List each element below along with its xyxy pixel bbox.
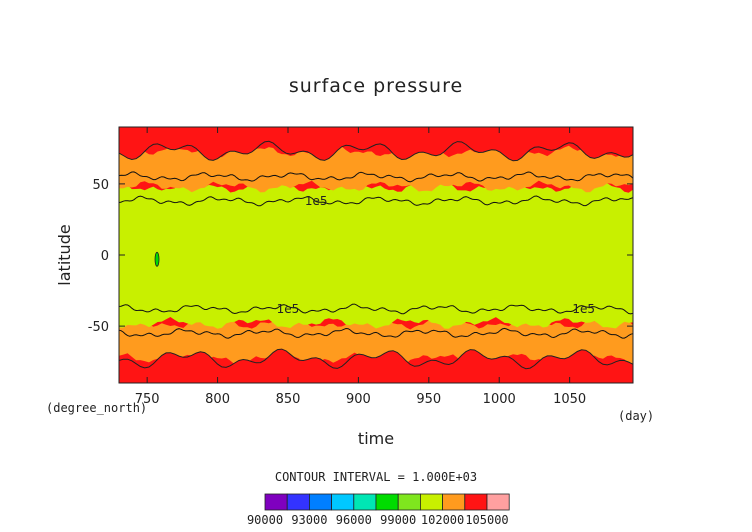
y-axis-label: latitude — [55, 224, 74, 285]
contour-label: 1e5 — [277, 302, 300, 316]
x-axis-label: time — [358, 429, 394, 448]
band-polar-0 — [118, 348, 634, 384]
x-tick-label: 850 — [276, 392, 301, 407]
y-axis-unit: (degree_north) — [46, 401, 147, 415]
contour-label: 1e5 — [305, 194, 328, 208]
colorbar-tick-label: 93000 — [291, 513, 327, 527]
x-tick-label: 750 — [135, 392, 160, 407]
band-polar-1 — [118, 126, 634, 162]
colorbar-swatch — [286, 493, 310, 511]
x-tick-label: 900 — [346, 392, 371, 407]
x-tick-label: 800 — [205, 392, 230, 407]
chart-title: surface pressure — [289, 75, 463, 97]
plot-area: 1e5 1e5 1e5 — [118, 126, 634, 384]
y-tick-label: -50 — [88, 320, 109, 335]
y-tick-label: 0 — [101, 249, 109, 264]
colorbar-tick-label: 96000 — [336, 513, 372, 527]
colorbar-swatch — [331, 493, 355, 511]
x-tick-label: 1050 — [553, 392, 586, 407]
colorbar-tick-label: 90000 — [247, 513, 283, 527]
band-2 — [119, 180, 633, 329]
colorbar-swatch — [375, 493, 399, 511]
contour-line-0 — [118, 195, 634, 207]
colorbar: 90000 93000 96000 99000 102000 105000 — [247, 493, 510, 527]
x-tick-label: 950 — [416, 392, 441, 407]
band-3 — [119, 145, 633, 193]
x-tick-label: 1000 — [483, 392, 516, 407]
y-tick-label: 50 — [92, 178, 109, 193]
band-1 — [119, 317, 633, 365]
contour-interval-label: CONTOUR INTERVAL = 1.000E+03 — [275, 470, 477, 484]
colorbar-swatch — [486, 493, 510, 511]
colorbar-tick-label: 102000 — [421, 513, 464, 527]
contour-line-1 — [118, 171, 634, 183]
colorbar-swatch — [442, 493, 466, 511]
colorbar-swatch — [464, 493, 488, 511]
contour-label: 1e5 — [572, 302, 595, 316]
colorbar-swatch — [308, 493, 332, 511]
contour-line-2 — [118, 303, 634, 315]
colorbar-swatch — [419, 493, 443, 511]
x-axis-unit: (day) — [618, 409, 654, 423]
contour-line-3 — [118, 327, 634, 339]
colorbar-tick-label: 105000 — [465, 513, 508, 527]
colorbar-swatch — [397, 493, 421, 511]
axes: 750 800 850 900 950 1000 1050 -50 0 50 — [88, 126, 634, 407]
low-pressure-cell — [154, 251, 160, 267]
colorbar-tick-label: 99000 — [380, 513, 416, 527]
colorbar-swatch — [264, 493, 288, 511]
colorbar-swatch — [353, 493, 377, 511]
